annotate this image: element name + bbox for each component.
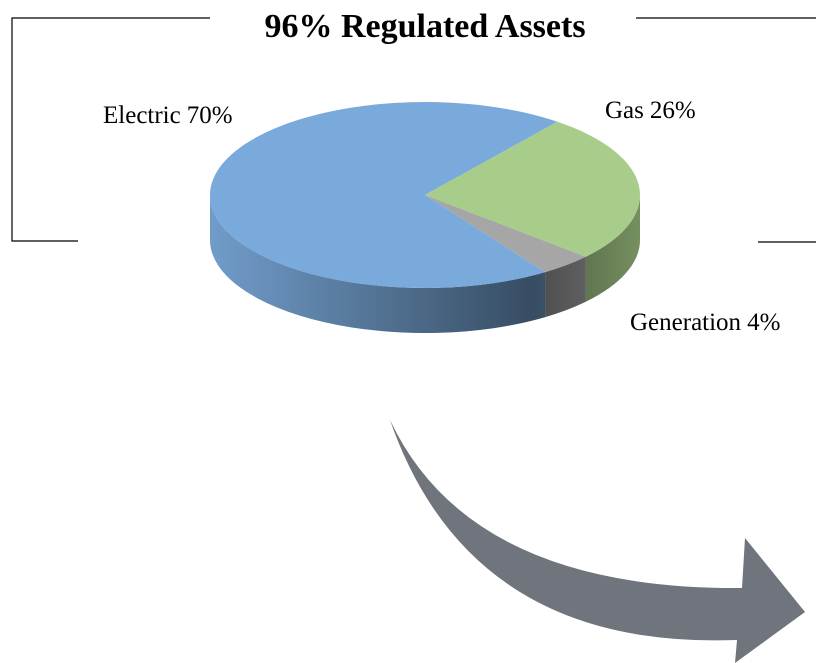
slice-label-value: 4% [747, 309, 780, 336]
bracket [11, 17, 816, 243]
slice-label-name: Generation [630, 309, 742, 336]
pie-slice [210, 102, 558, 289]
slice-label: Generation 4% [630, 309, 780, 336]
slice-label-value: 26% [650, 97, 696, 124]
side-shade [585, 195, 640, 302]
pie-slice [425, 121, 641, 257]
slice-label: Electric 70% [103, 102, 233, 129]
slice-label: Gas 26% [605, 97, 696, 124]
side-shade [545, 256, 586, 318]
pie [210, 102, 641, 334]
slice-label-value: 70% [187, 102, 233, 129]
slice-label-name: Electric [103, 102, 181, 129]
bracket-left [11, 17, 210, 242]
pie-slice [425, 195, 586, 273]
chart-title: 96% Regulated Assets [264, 8, 585, 45]
arrow [390, 420, 805, 663]
side-shade [210, 195, 546, 334]
slice-label-name: Gas [605, 97, 644, 124]
